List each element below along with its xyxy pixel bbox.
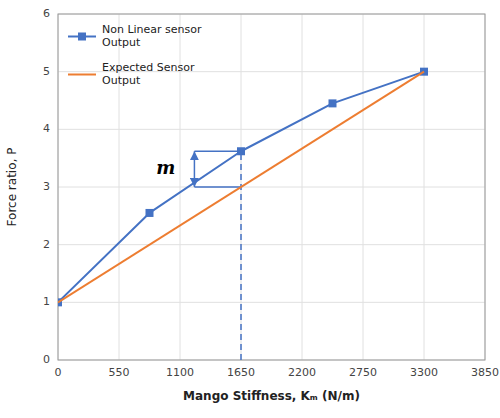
reference-line <box>194 186 241 188</box>
series-line <box>58 72 424 303</box>
y-grid-line <box>58 129 485 130</box>
annotation: m <box>156 157 175 178</box>
y-tick-label: 0 <box>43 353 50 366</box>
y-tick-label: 5 <box>43 65 50 78</box>
legend-label: Non Linear sensorOutput <box>102 23 202 49</box>
x-tick-label: 3850 <box>471 366 499 379</box>
y-tick-label: 4 <box>43 122 50 135</box>
reference-line <box>194 150 241 152</box>
legend-swatch <box>68 74 96 76</box>
point-marker <box>146 209 154 217</box>
legend-label: Expected SensorOutput <box>102 61 195 87</box>
x-axis-label: Mango Stiffness, Kₘ (N/m) <box>183 389 360 403</box>
legend-marker <box>78 33 86 41</box>
legend: Non Linear sensorOutput Expected SensorOu… <box>68 23 202 87</box>
y-tick-label: 3 <box>43 180 50 193</box>
series-line <box>58 72 424 303</box>
y-axis-label: Force ratio, P <box>5 148 19 227</box>
x-tick-label: 0 <box>55 366 62 379</box>
point-marker <box>237 147 245 155</box>
y-tick-label: 1 <box>43 295 50 308</box>
x-tick-label: 1650 <box>227 366 255 379</box>
y-tick-label: 6 <box>43 7 50 20</box>
grid <box>58 14 485 360</box>
y-grid-line <box>58 187 485 188</box>
reference-line <box>240 151 242 360</box>
x-tick-label: 2750 <box>349 366 377 379</box>
y-tick-label: 2 <box>43 238 50 251</box>
y-grid-line <box>58 302 485 303</box>
x-tick-label: 550 <box>109 366 130 379</box>
point-marker <box>329 99 337 107</box>
chart: 0 550 1100 1650 2200 2750 3300 3850 0 1 2 3 4 5 6 m Non … <box>0 0 500 418</box>
plot-area <box>58 68 428 360</box>
x-tick-label: 2200 <box>288 366 316 379</box>
x-tick-label: 1100 <box>166 366 194 379</box>
y-grid-line <box>58 244 485 245</box>
x-tick-label: 3300 <box>410 366 438 379</box>
plot-frame <box>58 14 485 360</box>
